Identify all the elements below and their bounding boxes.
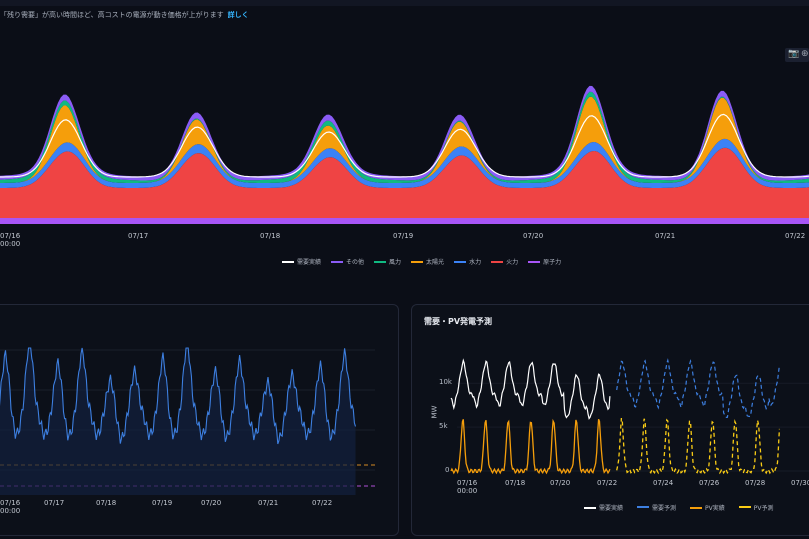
legend-label: 火力 [506, 259, 519, 266]
residual-area [0, 348, 356, 495]
top-x-tick: 07/21 [655, 232, 676, 240]
residual-demand-card [0, 304, 399, 536]
legend-swatch [738, 505, 751, 510]
left-x-tick: 07/17 [44, 499, 65, 507]
right-x-tick: 07/26 [699, 479, 720, 487]
demand-pv-forecast-chart [450, 358, 809, 475]
top-x-tick: 07/19 [393, 232, 414, 240]
legend-label: 需要予測 [652, 505, 677, 512]
details-link[interactable]: 詳しく [227, 11, 249, 19]
legend-item[interactable]: PV予測 [738, 503, 774, 512]
legend-swatch [411, 260, 424, 263]
generation-mix-chart [0, 85, 809, 224]
left-x-tick: 07/20 [201, 499, 222, 507]
legend-item[interactable]: 需要実績 [282, 257, 321, 266]
right-x-tick: 07/16 00:00 [457, 479, 478, 495]
legend-swatch [584, 506, 596, 509]
top-x-tick: 07/17 [128, 232, 149, 240]
forecast-card-title: 需要・PV発電予測 [424, 317, 493, 326]
legend-label: PV実績 [705, 505, 725, 512]
top-x-tick: 07/22 [785, 232, 806, 240]
wind-area [0, 91, 809, 183]
pv-forecast-line [616, 417, 781, 475]
left-x-tick: 07/22 [312, 499, 333, 507]
legend-item[interactable]: 風力 [374, 257, 401, 266]
legend-swatch [331, 260, 344, 263]
right-x-tick: 07/20 [550, 479, 571, 487]
pv-actual-line [450, 418, 611, 475]
legend-swatch [528, 260, 541, 263]
residual-demand-line [0, 347, 357, 445]
right-x-tick: 07/28 [745, 479, 766, 487]
legend-label: 太陽光 [426, 259, 445, 266]
right-y-tick: 10k [439, 378, 452, 387]
right-x-tick: 07/22 [597, 479, 618, 487]
legend-item[interactable]: 需要実績 [584, 503, 623, 512]
other-area [0, 85, 809, 181]
legend-swatch [491, 260, 504, 263]
top-x-tick: 07/18 [260, 232, 281, 240]
legend-label: PV予測 [753, 505, 774, 512]
notice-text: 「残り需要」が高い時間ほど、高コストの電源が動き価格が上がります 詳しく [0, 10, 249, 20]
forecast-legend: 需要実績 需要予測 PV実績 PV予測 [584, 503, 774, 512]
nuclear-base-strip [0, 218, 809, 224]
legend-swatch [690, 506, 703, 509]
demand-pv-forecast-card [411, 304, 809, 536]
left-x-tick: 07/18 [96, 499, 117, 507]
legend-swatch [637, 505, 650, 510]
left-x-tick: 07/21 [258, 499, 279, 507]
thermal-area [0, 147, 809, 218]
right-y-tick: 5k [439, 422, 448, 431]
generation-legend: 需要実績 その他 風力 太陽光 水力 火力 原子力 [282, 257, 561, 266]
demand-actual-line [0, 113, 809, 178]
legend-item[interactable]: 原子力 [528, 257, 561, 266]
legend-label: その他 [346, 259, 365, 266]
zoom-icon[interactable]: ⊕ [801, 49, 809, 59]
legend-swatch [454, 260, 467, 263]
legend-item[interactable]: 需要予測 [637, 503, 676, 512]
legend-label: 原子力 [543, 259, 562, 266]
legend-item[interactable]: その他 [331, 257, 364, 266]
left-x-tick: 07/16 00:00 [0, 499, 21, 515]
legend-label: 風力 [389, 259, 402, 266]
legend-item[interactable]: 水力 [454, 257, 481, 266]
legend-label: 需要実績 [297, 259, 322, 266]
left-x-tick: 07/19 [152, 499, 173, 507]
legend-label: 需要実績 [599, 505, 624, 512]
top-x-tick: 07/20 [523, 232, 544, 240]
legend-item[interactable]: 火力 [491, 257, 518, 266]
generation-mix-panel [0, 34, 809, 284]
demand-forecast-line [616, 358, 780, 419]
demand-actual-line [450, 358, 611, 420]
chart-toolbar: 📷 ⊕ [785, 48, 809, 62]
hydro-area [0, 138, 809, 188]
notice-body: 「残り需要」が高い時間ほど、高コストの電源が動き価格が上がります [0, 11, 224, 19]
legend-label: 水力 [469, 259, 482, 266]
right-y-tick: 0 [445, 466, 450, 474]
residual-demand-chart [0, 347, 375, 495]
camera-icon[interactable]: 📷 [788, 49, 800, 59]
legend-item[interactable]: PV実績 [690, 503, 725, 512]
solar-area [0, 96, 809, 183]
right-y-axis-label: MW [430, 405, 439, 419]
right-x-tick: 07/24 [653, 479, 674, 487]
legend-item[interactable]: 太陽光 [411, 257, 444, 266]
top-strip [0, 0, 809, 6]
right-x-tick: 07/18 [505, 479, 526, 487]
legend-swatch [282, 260, 294, 263]
legend-swatch [374, 260, 387, 263]
top-x-tick: 07/16 00:00 [0, 232, 21, 248]
right-x-tick: 07/30 [791, 479, 809, 487]
